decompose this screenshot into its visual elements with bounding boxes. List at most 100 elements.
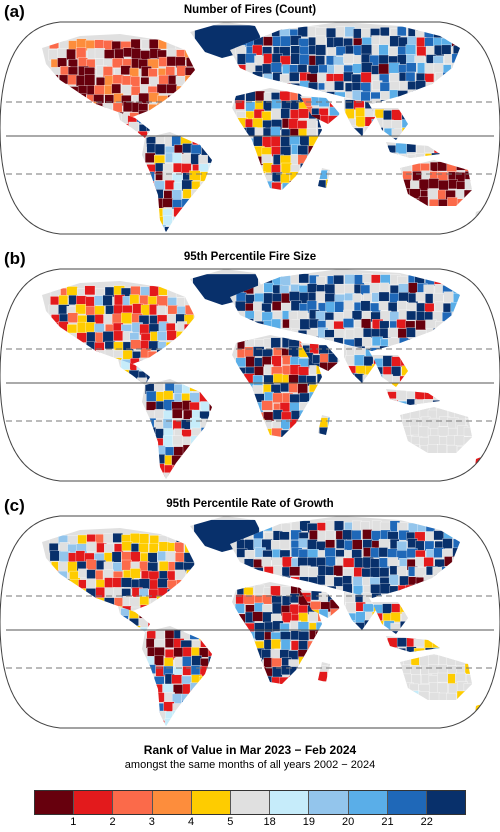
legend-swatch (387, 791, 427, 814)
region-patch (318, 671, 328, 682)
region-patch (60, 111, 70, 118)
legend-tick-label: 19 (302, 816, 316, 828)
region-patch (369, 347, 380, 351)
region-patch (208, 472, 212, 479)
region-patch (329, 599, 340, 610)
region-patch (166, 83, 177, 94)
region-patch (345, 355, 356, 366)
region-patch (279, 539, 290, 550)
region-patch (146, 112, 150, 124)
region-patch (155, 463, 165, 475)
region-patch (144, 664, 156, 674)
region-patch (465, 408, 472, 419)
region-patch (156, 102, 168, 114)
region-patch (171, 135, 182, 147)
region-patch (379, 521, 392, 532)
region-patch (372, 373, 384, 384)
region-patch (327, 47, 338, 58)
region-patch (370, 584, 381, 594)
region-patch (280, 35, 291, 47)
region-patch (279, 91, 291, 102)
region-patch (288, 427, 299, 437)
region-patch (67, 312, 79, 323)
region-patch (451, 584, 460, 595)
region-patch (315, 35, 326, 46)
region-patch (146, 700, 158, 712)
region-patch (104, 597, 116, 609)
region-patch (167, 104, 178, 115)
region-patch (189, 170, 201, 181)
region-patch (190, 198, 201, 209)
region-patch (441, 44, 452, 55)
region-patch (163, 657, 174, 668)
globe-outline (0, 21, 500, 235)
region-patch (209, 135, 212, 146)
region-patch (464, 693, 472, 700)
region-patch (401, 109, 408, 121)
region-patch (156, 83, 168, 94)
region-patch (186, 595, 195, 606)
region-patch (148, 543, 159, 554)
region-patch (165, 66, 175, 77)
region-patch (263, 282, 274, 293)
region-patch (451, 557, 460, 568)
region-patch (334, 80, 344, 91)
region-patch (432, 637, 440, 649)
region-patch (176, 579, 186, 590)
region-patch (391, 356, 403, 367)
region-patch (245, 631, 256, 643)
region-patch (433, 63, 445, 74)
region-patch (317, 128, 322, 140)
region-patch (345, 602, 357, 613)
region-patch (309, 676, 319, 684)
region-patch (182, 216, 193, 226)
region-patch (158, 110, 169, 118)
region-patch (234, 172, 245, 184)
region-patch (423, 584, 435, 596)
region-patch (162, 170, 174, 181)
region-patch (184, 75, 195, 87)
region-patch (364, 126, 375, 136)
region-patch (191, 445, 203, 456)
region-patch (315, 401, 322, 413)
region-patch (172, 225, 183, 232)
region-patch (185, 605, 195, 612)
region-patch (154, 647, 165, 657)
region-patch (308, 164, 319, 175)
region-patch (245, 72, 256, 84)
region-patch (427, 188, 439, 200)
region-patch (450, 82, 460, 93)
region-patch (177, 359, 188, 365)
region-patch (209, 638, 212, 648)
region-patch (463, 444, 472, 453)
region-patch (198, 135, 210, 147)
region-patch (414, 583, 426, 594)
region-patch (464, 663, 472, 675)
region-patch (246, 173, 257, 184)
region-patch (400, 673, 412, 684)
region-patch (319, 427, 330, 435)
region-patch (280, 639, 291, 651)
region-patch (326, 27, 337, 39)
region-patch (308, 82, 318, 94)
region-patch (355, 116, 367, 128)
region-patch (144, 152, 156, 163)
region-patch (433, 29, 445, 39)
region-patch (198, 447, 209, 458)
region-patch (198, 675, 209, 688)
region-patch (442, 538, 453, 549)
region-patch (396, 637, 407, 647)
globe-outline (0, 268, 500, 482)
region-patch (299, 54, 310, 66)
region-patch (156, 349, 168, 359)
region-patch (86, 541, 97, 552)
region-patch (57, 570, 68, 582)
region-patch (190, 144, 202, 155)
region-patch (57, 102, 69, 112)
region-patch (208, 656, 212, 668)
region-patch (59, 607, 70, 612)
region-patch (190, 208, 201, 220)
region-patch (316, 145, 322, 156)
region-patch (343, 71, 354, 82)
region-patch (300, 163, 311, 173)
